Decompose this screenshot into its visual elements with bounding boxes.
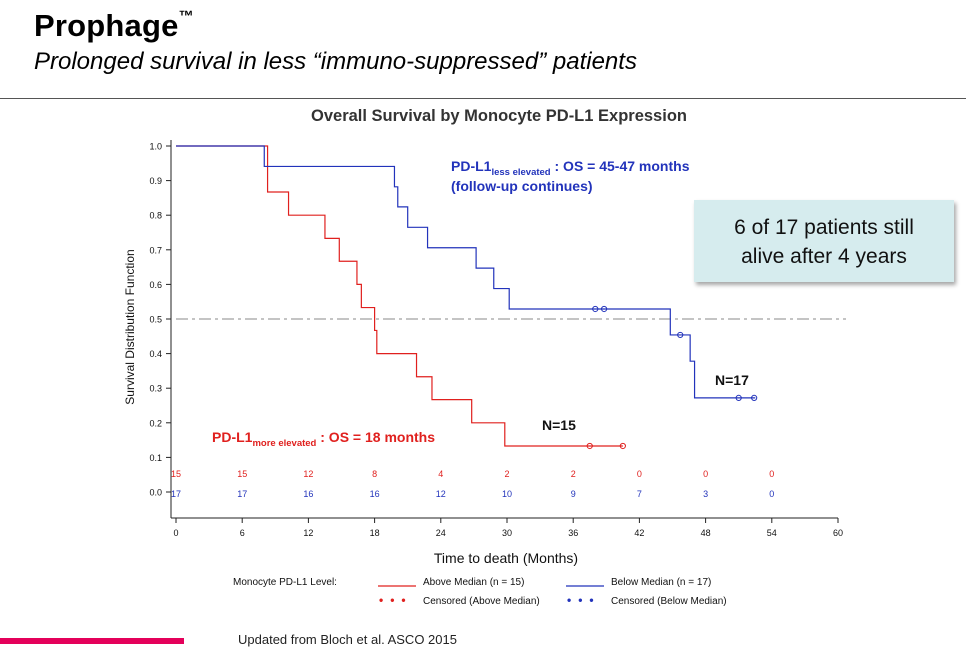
at-risk-count-below: 12 bbox=[436, 489, 446, 499]
x-tick-label: 0 bbox=[173, 528, 178, 538]
legend-below-censored-dots: ••• bbox=[567, 593, 601, 607]
x-tick-label: 60 bbox=[833, 528, 843, 538]
censor-mark-below bbox=[677, 331, 684, 339]
at-risk-count-above: 4 bbox=[438, 469, 443, 479]
n15-label: N=15 bbox=[542, 417, 576, 433]
header-divider bbox=[0, 98, 966, 99]
censor-mark-above bbox=[619, 442, 626, 450]
legend-above-censored-text: Censored (Above Median) bbox=[423, 596, 540, 607]
at-risk-count-below: 10 bbox=[502, 489, 512, 499]
at-risk-count-below: 16 bbox=[370, 489, 380, 499]
y-axis-label: Survival Distribution Function bbox=[123, 249, 137, 404]
y-tick-label: 0.5 bbox=[149, 315, 162, 325]
y-tick-label: 0.8 bbox=[149, 211, 162, 221]
at-risk-count-above: 2 bbox=[571, 469, 576, 479]
at-risk-count-below: 17 bbox=[237, 489, 247, 499]
red-series-annotation: PD-L1more elevated : OS = 18 months bbox=[212, 429, 435, 449]
callout-line-1: 6 of 17 patients still bbox=[734, 216, 914, 239]
censor-mark-below bbox=[735, 394, 742, 401]
n17-label: N=17 bbox=[715, 372, 749, 388]
blue-series-annotation-line2: (follow-up continues) bbox=[451, 178, 593, 194]
censor-mark-above bbox=[586, 442, 593, 450]
x-axis-label: Time to death (Months) bbox=[434, 550, 578, 566]
x-tick-label: 54 bbox=[767, 528, 777, 538]
slide-subtitle: Prolonged survival in less “immuno-suppr… bbox=[34, 48, 637, 75]
x-tick-label: 6 bbox=[240, 528, 245, 538]
x-tick-label: 18 bbox=[370, 528, 380, 538]
x-tick-label: 30 bbox=[502, 528, 512, 538]
at-risk-count-above: 2 bbox=[504, 469, 509, 479]
below-median-curve bbox=[176, 145, 756, 399]
censor-mark-below bbox=[600, 305, 608, 313]
trademark-symbol: ™ bbox=[178, 7, 194, 25]
at-risk-count-below: 3 bbox=[703, 489, 708, 499]
legend-below-text: Below Median (n = 17) bbox=[611, 577, 711, 588]
y-tick-label: 0.9 bbox=[149, 176, 162, 186]
censor-mark-below bbox=[592, 305, 599, 313]
x-tick-label: 48 bbox=[701, 528, 711, 538]
at-risk-count-above: 12 bbox=[303, 469, 313, 479]
y-tick-label: 0.4 bbox=[149, 349, 162, 359]
at-risk-count-above: 8 bbox=[372, 469, 377, 479]
y-tick-label: 0.3 bbox=[149, 384, 162, 394]
at-risk-count-above: 0 bbox=[703, 469, 708, 479]
legend: Monocyte PD-L1 Level: Above Median (n = … bbox=[233, 577, 727, 607]
at-risk-count-below: 16 bbox=[303, 489, 313, 499]
axes-group: 0.0 0.1 0.2 0.3 0.4 0.5 0.6 0.7 0.8 0.9 1.0 0 6 12 18 2… bbox=[149, 140, 843, 538]
survival-chart: Overall Survival by Monocyte PD-L1 Expre… bbox=[123, 107, 846, 607]
y-tick-label: 0.6 bbox=[149, 280, 162, 290]
plot-marks: 15 15 12 8 4 2 2 0 0 0 17 17 16 16 12 10 9 7 3 0 bbox=[171, 145, 846, 499]
at-risk-count-below: 0 bbox=[769, 489, 774, 499]
x-tick-label: 36 bbox=[568, 528, 578, 538]
at-risk-count-below: 9 bbox=[571, 489, 576, 499]
at-risk-count-below: 17 bbox=[171, 489, 181, 499]
chart-title: Overall Survival by Monocyte PD-L1 Expre… bbox=[311, 107, 687, 125]
source-footnote: Updated from Bloch et al. ASCO 2015 bbox=[238, 632, 457, 647]
survival-callout: 6 of 17 patients still alive after 4 yea… bbox=[694, 200, 954, 282]
slide-title: Prophage™ bbox=[34, 7, 194, 43]
y-tick-label: 1.0 bbox=[149, 142, 162, 152]
above-median-curve bbox=[176, 145, 623, 447]
x-tick-label: 12 bbox=[303, 528, 313, 538]
at-risk-count-below: 7 bbox=[637, 489, 642, 499]
censor-mark-below bbox=[751, 394, 758, 401]
at-risk-count-above: 0 bbox=[637, 469, 642, 479]
y-tick-label: 0.7 bbox=[149, 245, 162, 255]
at-risk-count-above: 0 bbox=[769, 469, 774, 479]
legend-below-censored-text: Censored (Below Median) bbox=[611, 596, 727, 607]
at-risk-count-above: 15 bbox=[171, 469, 181, 479]
x-tick-label: 24 bbox=[436, 528, 446, 538]
at-risk-count-above: 15 bbox=[237, 469, 247, 479]
legend-above-text: Above Median (n = 15) bbox=[423, 577, 524, 588]
brand-accent-bar bbox=[0, 638, 184, 644]
y-tick-label: 0.1 bbox=[149, 453, 162, 463]
blue-series-annotation: PD-L1less elevated : OS = 45-47 months bbox=[451, 158, 690, 178]
x-tick-label: 42 bbox=[634, 528, 644, 538]
callout-line-2: alive after 4 years bbox=[741, 245, 907, 268]
y-tick-label: 0.2 bbox=[149, 418, 162, 428]
legend-above-censored-dots: ••• bbox=[379, 593, 413, 607]
legend-title: Monocyte PD-L1 Level: bbox=[233, 577, 337, 588]
y-tick-label: 0.0 bbox=[149, 488, 162, 498]
